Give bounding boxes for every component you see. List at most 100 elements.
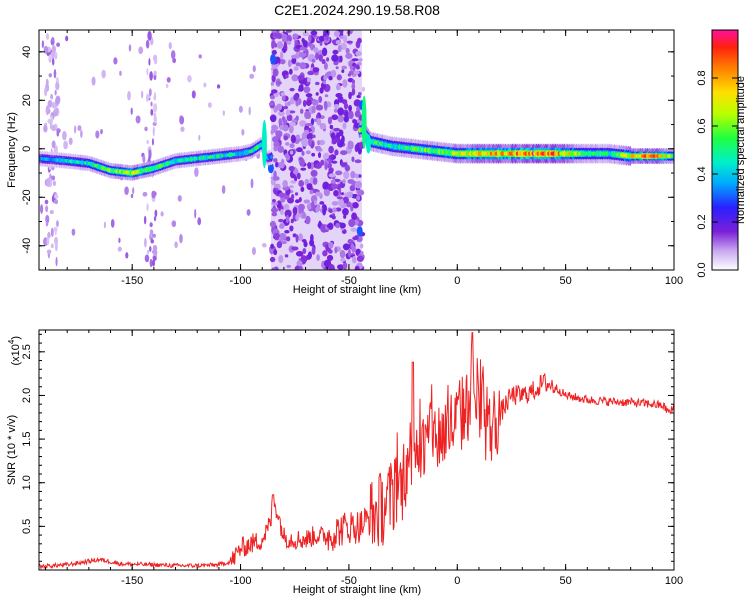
noise-blob — [152, 103, 158, 113]
noise-blob — [143, 215, 147, 225]
noise-blob — [360, 251, 364, 255]
noise-blob — [295, 213, 300, 221]
snr-y-tick-label: 0.5 — [21, 519, 33, 534]
noise-blob — [298, 265, 303, 270]
noise-blob — [315, 192, 322, 196]
noise-blob — [303, 86, 311, 94]
noise-blob — [146, 67, 149, 76]
noise-blob — [50, 115, 54, 125]
noise-blob — [56, 220, 59, 228]
noise-blob — [278, 192, 285, 198]
noise-blob — [343, 115, 349, 123]
noise-blob — [311, 99, 319, 106]
noise-blob — [50, 227, 54, 237]
noise-blob — [290, 173, 296, 179]
noise-blob — [56, 42, 61, 47]
spectrogram-xlabel: Height of straight line (km) — [293, 284, 421, 296]
noise-blob — [127, 90, 131, 101]
ridge-segment — [671, 154, 674, 158]
noise-blob — [337, 114, 345, 123]
noise-blob — [310, 44, 314, 51]
noise-blob — [55, 256, 58, 267]
noise-blob — [288, 68, 293, 75]
noise-blob — [270, 243, 274, 249]
noise-blob — [295, 115, 299, 121]
noise-blob — [328, 154, 333, 160]
noise-blob — [347, 248, 351, 258]
noise-blob — [336, 264, 345, 270]
noise-blob — [271, 201, 279, 206]
noise-blob — [306, 203, 312, 210]
noise-blob — [309, 239, 315, 247]
noise-blob — [288, 165, 295, 172]
noise-blob — [146, 203, 149, 212]
noise-blob — [341, 135, 345, 144]
spectrogram-y-tick-label: -20 — [21, 189, 33, 205]
colorbar-tick-label: 0.0 — [696, 262, 708, 277]
noise-blob — [54, 89, 57, 96]
noise-blob — [288, 121, 296, 127]
noise-blob — [298, 196, 302, 203]
snr-x-tick-label: -150 — [121, 575, 143, 587]
noise-blob — [150, 101, 153, 107]
snr-frame — [38, 329, 675, 571]
noise-blob — [315, 114, 320, 119]
noise-blob — [355, 173, 359, 179]
noise-blob — [324, 94, 329, 98]
noise-blob — [326, 223, 333, 229]
noise-blob — [333, 127, 341, 132]
noise-blob — [179, 233, 183, 244]
noise-blob — [284, 102, 289, 107]
snr-y-tick-label: 2.0 — [21, 388, 33, 403]
noise-blob — [314, 146, 320, 150]
noise-blob — [279, 224, 285, 229]
noise-blob — [305, 93, 313, 98]
noise-blob — [305, 150, 311, 155]
noise-blob — [310, 118, 315, 126]
noise-blob — [334, 246, 338, 254]
snr-x-tick-label: -100 — [230, 575, 252, 587]
snr-scale-label: (x104) — [7, 336, 22, 366]
ridge-segment — [269, 155, 273, 159]
noise-blob — [295, 134, 301, 140]
noise-blob — [118, 237, 121, 244]
noise-blob — [357, 92, 362, 96]
noise-blob — [277, 111, 285, 117]
noise-blob — [335, 66, 339, 70]
noise-blob — [91, 76, 96, 86]
noise-blob — [291, 193, 295, 200]
noise-blob — [313, 47, 319, 53]
noise-blob — [284, 229, 290, 234]
noise-blob — [297, 74, 305, 81]
noise-blob — [302, 99, 307, 107]
noise-blob — [149, 229, 154, 236]
figure-title: C2E1.2024.290.19.58.R08 — [274, 2, 440, 18]
noise-blob — [352, 236, 359, 241]
noise-blob — [290, 134, 297, 144]
noise-blob — [333, 30, 341, 37]
noise-blob — [355, 143, 360, 151]
spectrogram-y-tick-label: 40 — [21, 46, 33, 58]
noise-blob — [358, 58, 363, 62]
noise-blob — [328, 263, 335, 270]
noise-blob — [153, 115, 157, 124]
noise-blob — [336, 74, 342, 81]
noise-blob — [334, 149, 339, 156]
noise-blob — [335, 93, 343, 98]
noise-blob — [346, 30, 353, 35]
noise-blob — [77, 125, 82, 131]
noise-blob — [310, 30, 318, 36]
noise-blob — [306, 183, 313, 190]
noise-blob — [350, 227, 358, 232]
noise-blob — [207, 102, 212, 108]
noise-blob — [307, 138, 312, 147]
noise-blob — [53, 199, 59, 204]
noise-blob — [55, 95, 61, 105]
noise-blob — [354, 110, 361, 118]
noise-blob — [335, 40, 342, 45]
snr-xlabel: Height of straight line (km) — [293, 584, 421, 596]
noise-blob — [274, 183, 280, 188]
noise-blob — [296, 147, 303, 153]
noise-blob — [71, 228, 76, 236]
noise-blob — [290, 218, 294, 224]
